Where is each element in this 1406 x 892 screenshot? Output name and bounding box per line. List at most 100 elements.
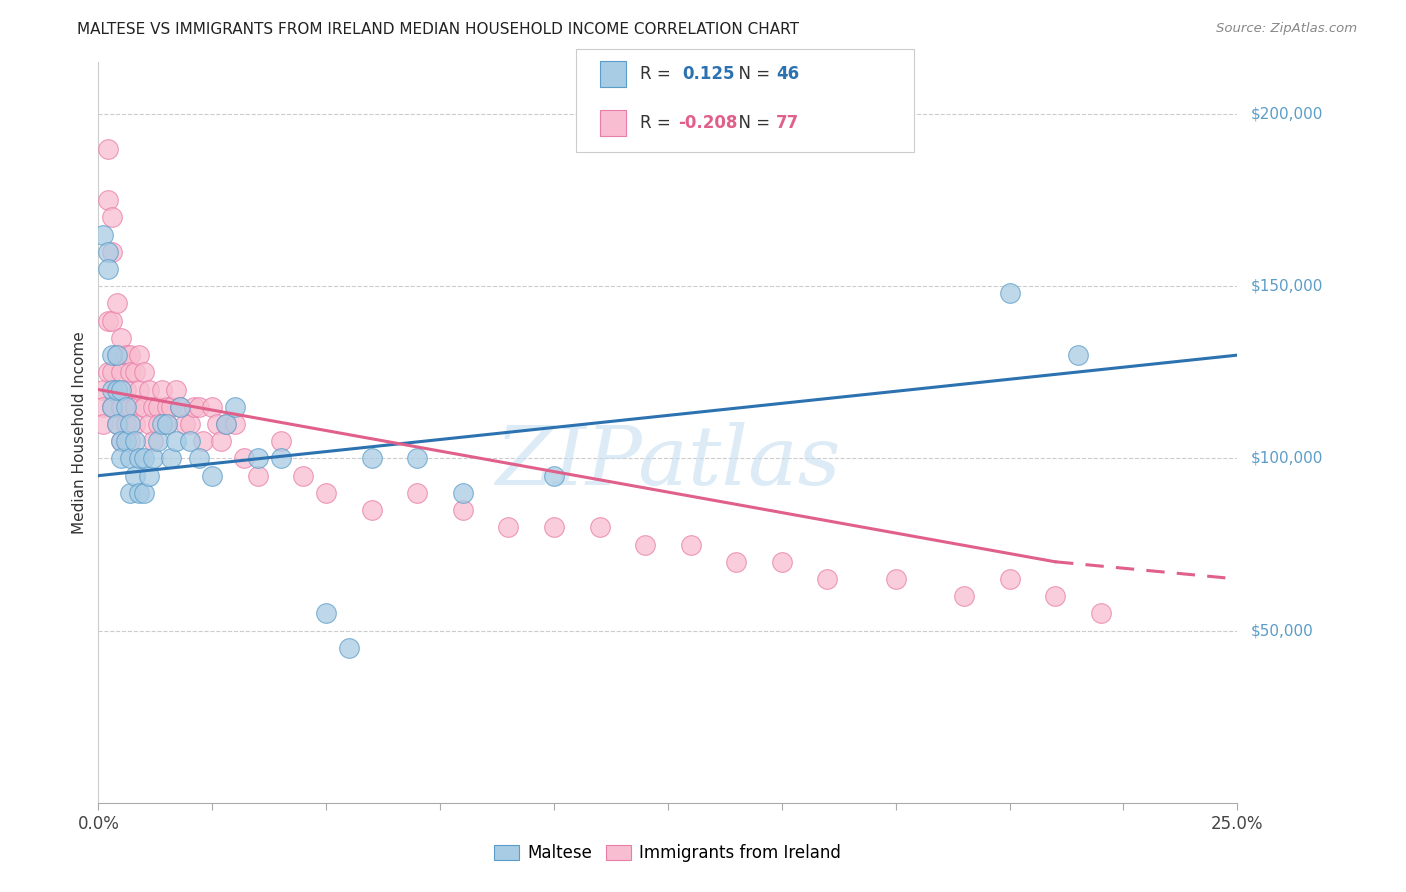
- Point: [110, 383, 132, 397]
- Point: [91, 400, 114, 414]
- Point: [998, 572, 1021, 586]
- Point: [110, 434, 132, 449]
- Point: [101, 244, 124, 259]
- Point: [174, 417, 197, 431]
- Point: [105, 348, 128, 362]
- Point: [165, 383, 187, 397]
- Point: [124, 417, 146, 431]
- Point: [543, 520, 565, 534]
- Point: [187, 451, 209, 466]
- Point: [634, 537, 657, 551]
- Point: [91, 417, 114, 431]
- Point: [114, 434, 136, 449]
- Point: [138, 383, 160, 397]
- Text: N =: N =: [728, 65, 776, 83]
- Point: [128, 486, 150, 500]
- Point: [543, 468, 565, 483]
- Point: [270, 434, 292, 449]
- Point: [360, 451, 382, 466]
- Point: [156, 400, 179, 414]
- Point: [187, 400, 209, 414]
- Point: [124, 400, 146, 414]
- Point: [179, 417, 201, 431]
- Point: [215, 417, 238, 431]
- Y-axis label: Median Household Income: Median Household Income: [72, 331, 87, 534]
- Point: [770, 555, 793, 569]
- Point: [120, 486, 142, 500]
- Point: [156, 417, 179, 431]
- Point: [146, 417, 169, 431]
- Point: [498, 520, 520, 534]
- Text: ZIPatlas: ZIPatlas: [495, 422, 841, 502]
- Point: [246, 468, 269, 483]
- Point: [105, 383, 128, 397]
- Point: [128, 451, 150, 466]
- Point: [1067, 348, 1090, 362]
- Point: [105, 383, 128, 397]
- Text: $200,000: $200,000: [1251, 106, 1323, 121]
- Point: [101, 383, 124, 397]
- Point: [160, 400, 183, 414]
- Point: [91, 383, 114, 397]
- Point: [179, 434, 201, 449]
- Point: [165, 434, 187, 449]
- Point: [110, 434, 132, 449]
- Point: [150, 383, 173, 397]
- Point: [132, 400, 155, 414]
- Point: [315, 486, 337, 500]
- Point: [183, 400, 205, 414]
- Text: N =: N =: [728, 114, 776, 132]
- Point: [169, 400, 191, 414]
- Point: [337, 640, 360, 655]
- Point: [998, 286, 1021, 301]
- Point: [114, 400, 136, 414]
- Point: [96, 244, 118, 259]
- Point: [156, 417, 179, 431]
- Point: [101, 365, 124, 379]
- Text: 77: 77: [776, 114, 800, 132]
- Point: [96, 365, 118, 379]
- Point: [169, 400, 191, 414]
- Point: [233, 451, 256, 466]
- Point: [146, 400, 169, 414]
- Point: [451, 486, 474, 500]
- Point: [101, 314, 124, 328]
- Point: [209, 434, 232, 449]
- Point: [120, 348, 142, 362]
- Point: [142, 451, 165, 466]
- Point: [120, 365, 142, 379]
- Point: [1043, 589, 1066, 603]
- Point: [96, 262, 118, 277]
- Point: [270, 451, 292, 466]
- Point: [110, 400, 132, 414]
- Point: [96, 142, 118, 156]
- Point: [360, 503, 382, 517]
- Point: [201, 400, 224, 414]
- Point: [110, 451, 132, 466]
- Point: [246, 451, 269, 466]
- Point: [132, 451, 155, 466]
- Text: $150,000: $150,000: [1251, 279, 1323, 293]
- Point: [132, 365, 155, 379]
- Point: [128, 383, 150, 397]
- Text: Source: ZipAtlas.com: Source: ZipAtlas.com: [1216, 22, 1357, 36]
- Point: [406, 486, 429, 500]
- Point: [124, 365, 146, 379]
- Point: [96, 314, 118, 328]
- Point: [224, 400, 246, 414]
- Point: [451, 503, 474, 517]
- Point: [725, 555, 748, 569]
- Point: [124, 468, 146, 483]
- Point: [105, 417, 128, 431]
- Point: [292, 468, 315, 483]
- Point: [101, 211, 124, 225]
- Point: [142, 400, 165, 414]
- Text: $100,000: $100,000: [1251, 451, 1323, 466]
- Point: [815, 572, 838, 586]
- Point: [679, 537, 702, 551]
- Point: [138, 468, 160, 483]
- Point: [406, 451, 429, 466]
- Point: [315, 607, 337, 621]
- Point: [105, 417, 128, 431]
- Point: [105, 348, 128, 362]
